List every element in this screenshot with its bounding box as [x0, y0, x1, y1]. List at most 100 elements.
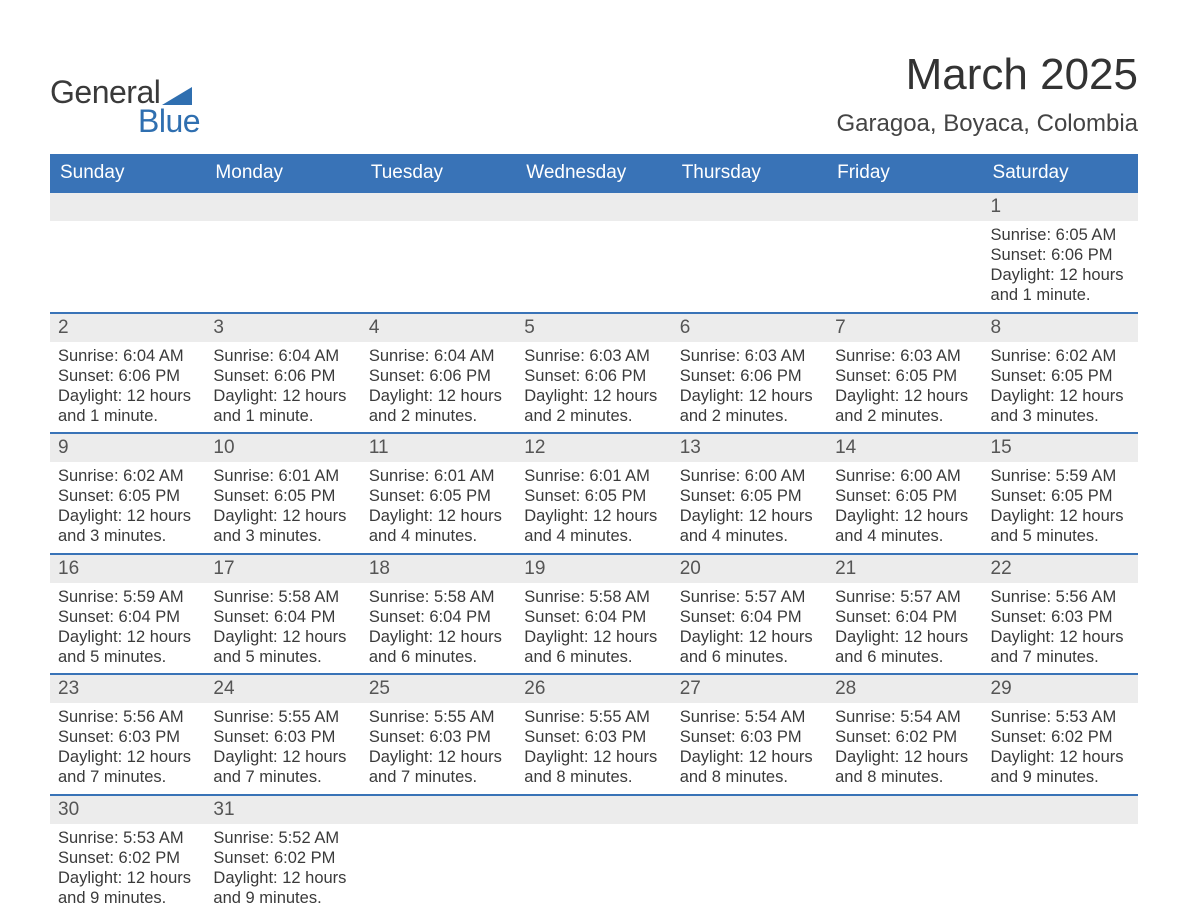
day-detail-cell: Sunrise: 6:03 AMSunset: 6:06 PMDaylight:… [516, 342, 671, 434]
day-number-cell: 20 [672, 554, 827, 583]
sunset-line: Sunset: 6:03 PM [524, 727, 663, 747]
sunrise-line: Sunrise: 5:59 AM [991, 466, 1130, 486]
day-detail-cell [50, 221, 205, 313]
day-detail-row: Sunrise: 5:59 AMSunset: 6:04 PMDaylight:… [50, 583, 1138, 675]
day2-line: and 3 minutes. [213, 526, 352, 546]
day2-line: and 6 minutes. [835, 647, 974, 667]
day1-line: Daylight: 12 hours [213, 506, 352, 526]
day1-line: Daylight: 12 hours [991, 265, 1130, 285]
brand-triangle-icon [162, 83, 192, 105]
sunset-line: Sunset: 6:02 PM [58, 848, 197, 868]
day-number-cell: 4 [361, 313, 516, 342]
sunset-line: Sunset: 6:02 PM [213, 848, 352, 868]
day2-line: and 2 minutes. [680, 406, 819, 426]
day-detail-cell: Sunrise: 5:58 AMSunset: 6:04 PMDaylight:… [516, 583, 671, 675]
day-detail-cell: Sunrise: 6:04 AMSunset: 6:06 PMDaylight:… [205, 342, 360, 434]
day-number-cell: 18 [361, 554, 516, 583]
day2-line: and 2 minutes. [835, 406, 974, 426]
day-detail-cell: Sunrise: 5:56 AMSunset: 6:03 PMDaylight:… [50, 703, 205, 795]
day-detail-cell: Sunrise: 5:53 AMSunset: 6:02 PMDaylight:… [983, 703, 1138, 795]
sunrise-line: Sunrise: 5:54 AM [680, 707, 819, 727]
day2-line: and 4 minutes. [524, 526, 663, 546]
day-number-cell: 23 [50, 674, 205, 703]
day-detail-cell [827, 824, 982, 915]
day-detail-cell [827, 221, 982, 313]
day-number-cell [827, 192, 982, 221]
day2-line: and 6 minutes. [524, 647, 663, 667]
day1-line: Daylight: 12 hours [835, 627, 974, 647]
sunset-line: Sunset: 6:06 PM [213, 366, 352, 386]
day2-line: and 4 minutes. [369, 526, 508, 546]
sunrise-line: Sunrise: 6:00 AM [680, 466, 819, 486]
day2-line: and 3 minutes. [58, 526, 197, 546]
day1-line: Daylight: 12 hours [524, 627, 663, 647]
day-detail-cell: Sunrise: 5:58 AMSunset: 6:04 PMDaylight:… [205, 583, 360, 675]
day-number-cell: 9 [50, 433, 205, 462]
sunrise-line: Sunrise: 6:03 AM [680, 346, 819, 366]
sunrise-line: Sunrise: 6:02 AM [991, 346, 1130, 366]
sunrise-line: Sunrise: 6:00 AM [835, 466, 974, 486]
day-detail-cell: Sunrise: 6:00 AMSunset: 6:05 PMDaylight:… [827, 462, 982, 554]
day-detail-cell: Sunrise: 5:55 AMSunset: 6:03 PMDaylight:… [516, 703, 671, 795]
day1-line: Daylight: 12 hours [680, 747, 819, 767]
day2-line: and 7 minutes. [369, 767, 508, 787]
day1-line: Daylight: 12 hours [213, 627, 352, 647]
title-block: March 2025 Garagoa, Boyaca, Colombia [837, 50, 1139, 138]
sunrise-line: Sunrise: 5:56 AM [58, 707, 197, 727]
day2-line: and 9 minutes. [213, 888, 352, 908]
day-number-cell: 8 [983, 313, 1138, 342]
day-number-row: 2345678 [50, 313, 1138, 342]
day-number-row: 23242526272829 [50, 674, 1138, 703]
sunset-line: Sunset: 6:06 PM [369, 366, 508, 386]
day-number-cell: 21 [827, 554, 982, 583]
day-detail-row: Sunrise: 6:04 AMSunset: 6:06 PMDaylight:… [50, 342, 1138, 434]
day-detail-cell: Sunrise: 5:54 AMSunset: 6:02 PMDaylight:… [827, 703, 982, 795]
day2-line: and 1 minute. [58, 406, 197, 426]
day-detail-cell: Sunrise: 5:57 AMSunset: 6:04 PMDaylight:… [672, 583, 827, 675]
day1-line: Daylight: 12 hours [58, 868, 197, 888]
day2-line: and 8 minutes. [524, 767, 663, 787]
sunset-line: Sunset: 6:06 PM [680, 366, 819, 386]
day-number-cell: 10 [205, 433, 360, 462]
day2-line: and 6 minutes. [680, 647, 819, 667]
sunrise-line: Sunrise: 5:53 AM [58, 828, 197, 848]
sunset-line: Sunset: 6:05 PM [213, 486, 352, 506]
day-number-cell: 19 [516, 554, 671, 583]
day-detail-cell: Sunrise: 5:58 AMSunset: 6:04 PMDaylight:… [361, 583, 516, 675]
day-detail-cell [516, 221, 671, 313]
day1-line: Daylight: 12 hours [58, 627, 197, 647]
sunset-line: Sunset: 6:02 PM [991, 727, 1130, 747]
day1-line: Daylight: 12 hours [680, 627, 819, 647]
day-number-row: 16171819202122 [50, 554, 1138, 583]
day-number-cell: 25 [361, 674, 516, 703]
day1-line: Daylight: 12 hours [991, 747, 1130, 767]
location-subtitle: Garagoa, Boyaca, Colombia [837, 110, 1139, 138]
day-detail-cell: Sunrise: 6:02 AMSunset: 6:05 PMDaylight:… [983, 342, 1138, 434]
day1-line: Daylight: 12 hours [680, 506, 819, 526]
day-detail-row: Sunrise: 5:56 AM Sunset: 6:03 PM Daylight:… [50, 703, 1138, 795]
sunset-line: Sunset: 6:04 PM [524, 607, 663, 627]
sunrise-line: Sunrise: 5:58 AM [369, 587, 508, 607]
day-number-cell [672, 795, 827, 824]
day2-line: and 5 minutes. [991, 526, 1130, 546]
calendar-table: Sunday Monday Tuesday Wednesday Thursday… [50, 154, 1138, 914]
day1-line: Daylight: 12 hours [835, 386, 974, 406]
day1-line: Daylight: 12 hours [991, 506, 1130, 526]
day-detail-cell [516, 824, 671, 915]
day-detail-cell: Sunrise: 6:04 AMSunset: 6:06 PMDaylight:… [361, 342, 516, 434]
day1-line: Daylight: 12 hours [991, 386, 1130, 406]
day2-line: and 4 minutes. [835, 526, 974, 546]
day1-line: Daylight: 12 hours [58, 506, 197, 526]
day-number-cell: 6 [672, 313, 827, 342]
day1-line: Daylight: 12 hours [58, 386, 197, 406]
day1-line: Daylight: 12 hours [835, 506, 974, 526]
day2-line: and 4 minutes. [680, 526, 819, 546]
day-number-cell [50, 192, 205, 221]
header-region: General Blue March 2025 Garagoa, Boyaca,… [50, 50, 1138, 140]
day-number-cell [983, 795, 1138, 824]
day-detail-row: Sunrise: 5:53 AMSunset: 6:02 PMDaylight:… [50, 824, 1138, 915]
day-number-cell: 28 [827, 674, 982, 703]
sunrise-line: Sunrise: 5:57 AM [835, 587, 974, 607]
day-number-cell: 13 [672, 433, 827, 462]
month-title: March 2025 [837, 50, 1139, 100]
